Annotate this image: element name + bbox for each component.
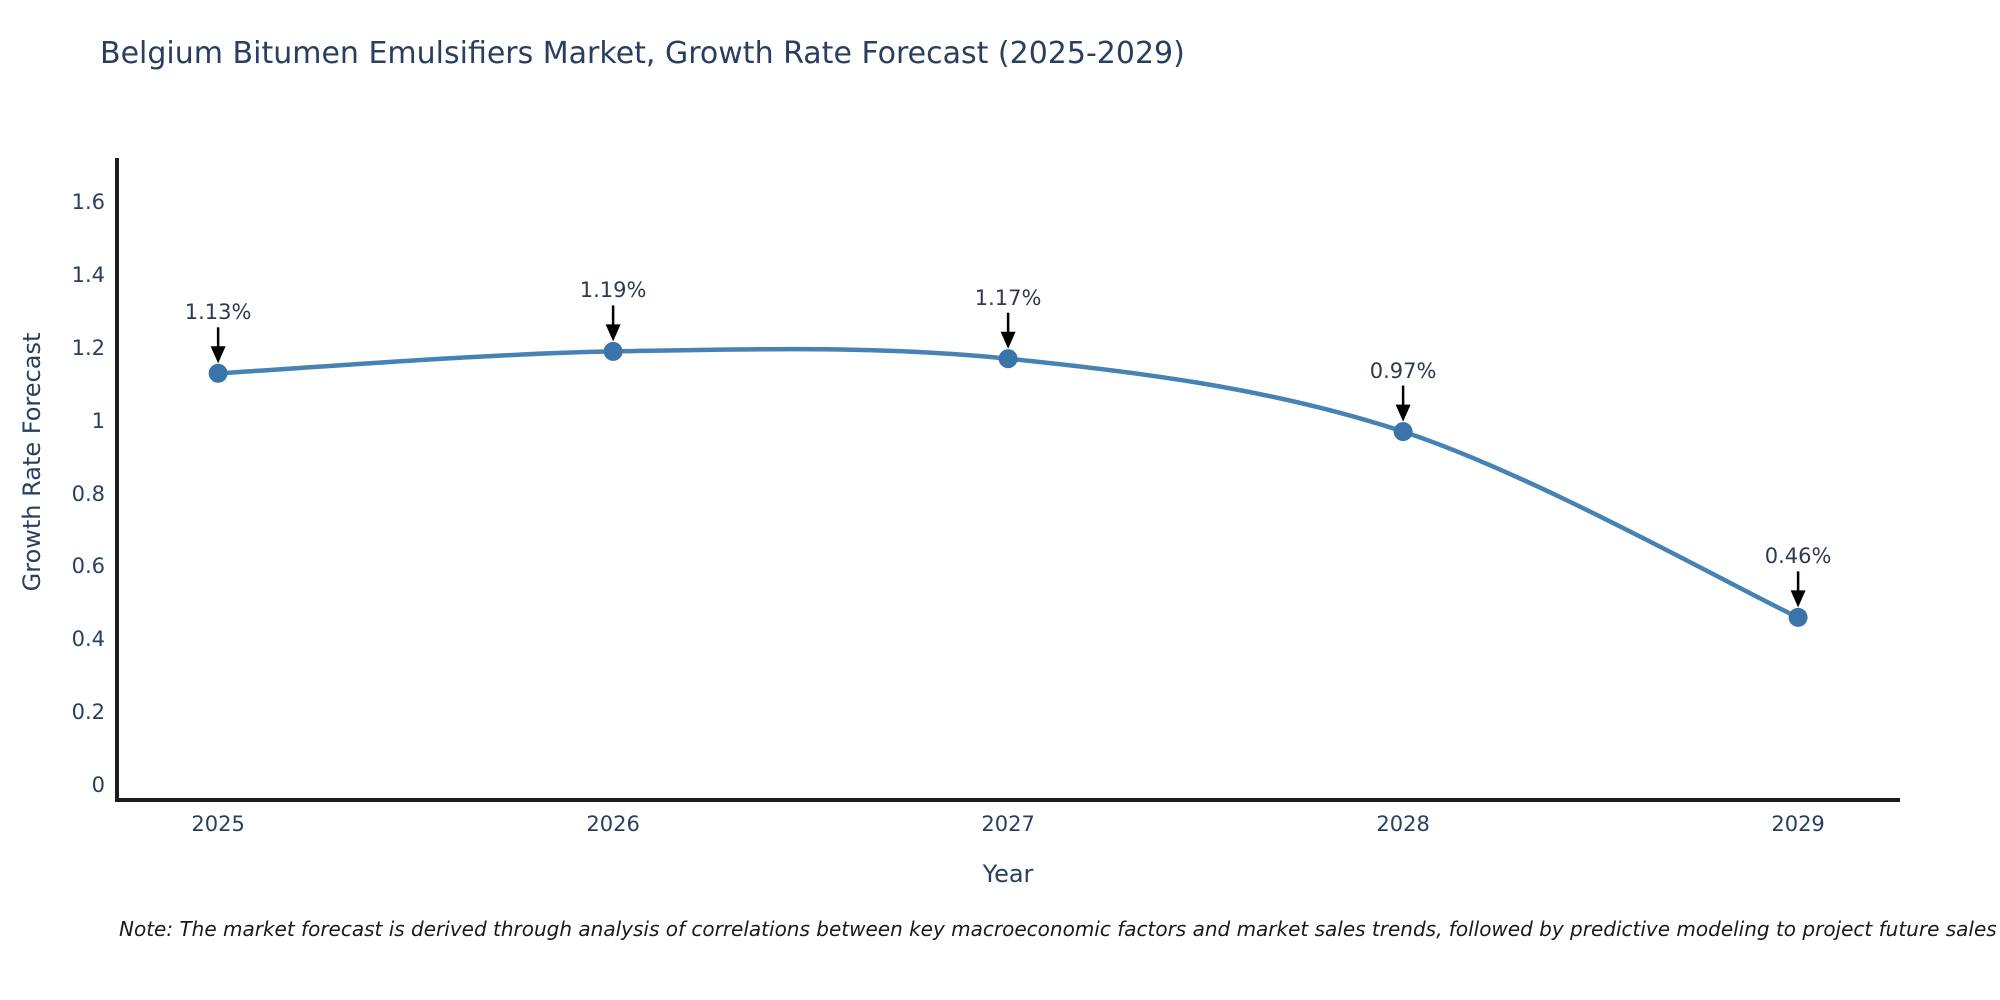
data-point-marker-2027[interactable] — [998, 349, 1018, 369]
annotation-arrow-head — [605, 324, 621, 342]
x-tick-label: 2026 — [586, 812, 640, 836]
point-value-label: 0.97% — [1369, 358, 1437, 383]
annotation-arrow-head — [1790, 590, 1806, 608]
data-point-marker-2025[interactable] — [208, 363, 228, 383]
x-tick-label: 2029 — [1771, 812, 1825, 836]
annotation-arrow-head — [1000, 331, 1016, 349]
x-tick-label: 2027 — [981, 812, 1035, 836]
x-axis-title: Year — [982, 860, 1034, 888]
y-tick-label: 0 — [91, 772, 105, 797]
data-point-marker-2026[interactable] — [603, 341, 623, 361]
y-tick-label: 0.8 — [71, 481, 105, 506]
y-tick-label: 0.2 — [71, 700, 105, 725]
y-tick-label: 0.4 — [71, 627, 105, 652]
footnote: Note: The market forecast is derived thr… — [119, 917, 1997, 941]
forecast-line — [215, 346, 1801, 620]
x-tick-label: 2028 — [1376, 812, 1430, 836]
y-tick-label: 1 — [91, 408, 105, 433]
chart-title: Belgium Bitumen Emulsifiers Market, Grow… — [100, 36, 1185, 71]
y-tick-label: 1.2 — [71, 335, 105, 360]
y-tick-label: 1.6 — [71, 190, 105, 215]
y-tick-label: 1.4 — [71, 262, 105, 287]
data-point-marker-2029[interactable] — [1788, 607, 1808, 627]
point-value-label: 1.19% — [579, 278, 647, 303]
x-tick-label: 2025 — [191, 812, 245, 836]
annotation-arrow-head — [210, 346, 226, 364]
data-point-marker-2028[interactable] — [1393, 422, 1413, 442]
point-value-label: 0.46% — [1764, 544, 1832, 569]
y-tick-label: 0.6 — [71, 554, 105, 579]
point-value-label: 1.13% — [184, 300, 252, 325]
annotation-arrow-head — [1395, 404, 1411, 422]
point-value-label: 1.17% — [974, 285, 1042, 310]
